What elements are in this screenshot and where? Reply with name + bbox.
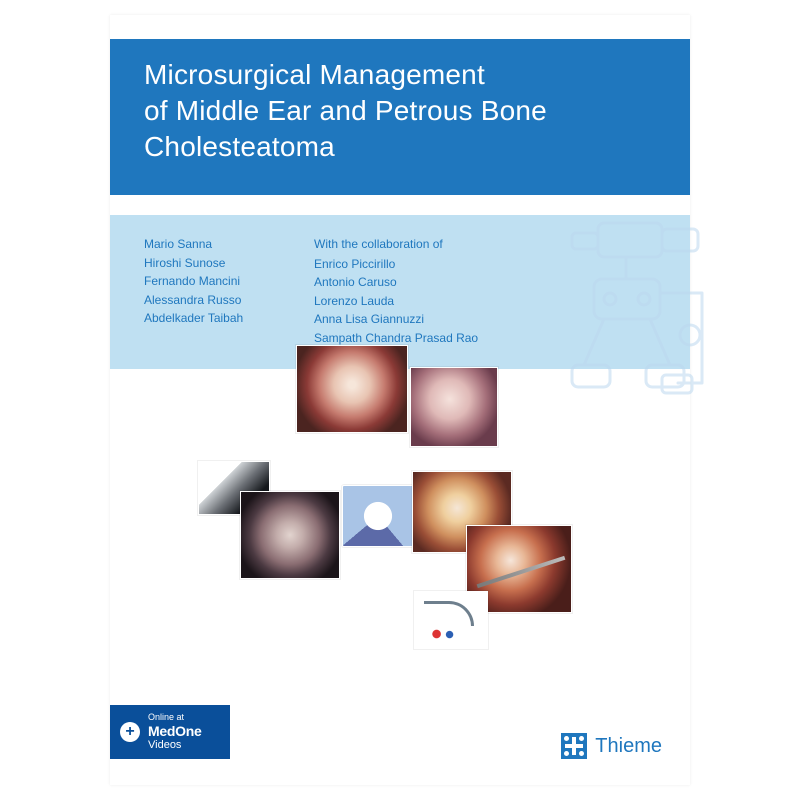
cover-image-diagram-2 bbox=[414, 591, 488, 649]
cover-image-otoscopy bbox=[240, 491, 340, 579]
author: Mario Sanna bbox=[144, 235, 314, 254]
badge-brand: MedOne bbox=[148, 723, 201, 739]
badge-bottom: Videos bbox=[148, 739, 201, 752]
thieme-mark-icon bbox=[561, 733, 587, 759]
cover-image-diagram-1 bbox=[342, 485, 414, 547]
plus-icon: + bbox=[120, 722, 140, 742]
cover-image-surgical-1 bbox=[296, 345, 408, 433]
title-band: Microsurgical Management of Middle Ear a… bbox=[110, 39, 690, 195]
cover-image-surgical-2 bbox=[410, 367, 498, 447]
publisher-logo: Thieme bbox=[561, 733, 662, 759]
medone-videos-badge: + Online at MedOne Videos bbox=[110, 705, 230, 759]
title-line: of Middle Ear and Petrous Bone bbox=[144, 93, 656, 129]
author: Alessandra Russo bbox=[144, 291, 314, 310]
author: Hiroshi Sunose bbox=[144, 254, 314, 273]
author: Fernando Mancini bbox=[144, 272, 314, 291]
author: Abdelkader Taibah bbox=[144, 309, 314, 328]
badge-text: Online at MedOne Videos bbox=[148, 712, 201, 751]
title-line: Cholesteatoma bbox=[144, 129, 656, 165]
publisher-name: Thieme bbox=[595, 735, 662, 758]
badge-top: Online at bbox=[148, 712, 201, 722]
microscope-illustration bbox=[476, 215, 716, 445]
title-line: Microsurgical Management bbox=[144, 57, 656, 93]
book-title: Microsurgical Management of Middle Ear a… bbox=[144, 57, 656, 164]
book-cover: Microsurgical Management of Middle Ear a… bbox=[110, 15, 690, 785]
authors-list: Mario Sanna Hiroshi Sunose Fernando Manc… bbox=[144, 235, 314, 369]
